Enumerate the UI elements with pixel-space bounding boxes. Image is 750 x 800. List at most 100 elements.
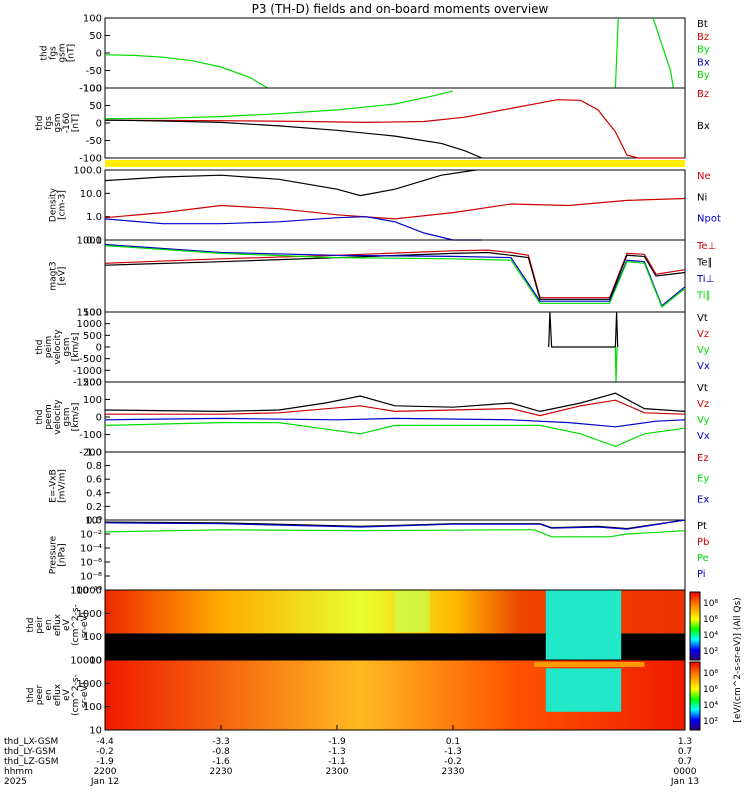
y-tick-label: -100 — [79, 154, 102, 165]
panel-frame — [104, 451, 686, 521]
y-label-line: [km/s] — [71, 403, 81, 432]
x-row-label: thd_LY-GSM — [4, 747, 56, 757]
y-label-line: [mV/m] — [58, 469, 68, 503]
panel-fgs-gsm-2: 100 50 0 -50 -100 thd fgs gsm -160 [nT] Bz Bx — [35, 84, 710, 165]
x-tick-LY: -1.3 — [444, 747, 462, 757]
y-axis-label: magt3 [eV] — [49, 261, 68, 290]
x-row-label: thd_LX-GSM — [4, 737, 58, 747]
panel-frame — [104, 17, 686, 89]
y-tick-label: 1500 — [77, 308, 102, 319]
series-Vt — [104, 392, 686, 413]
legend-Vy: Vy — [697, 415, 710, 426]
y-tick-label: 10000 — [70, 586, 102, 597]
y-label-line: sr-eV) — [80, 612, 90, 638]
x-row-label: 2025 — [4, 777, 27, 787]
spectrogram-cavity — [545, 668, 622, 712]
y-tick-label: 1000 — [77, 236, 102, 247]
y-label-line: gsm — [62, 407, 72, 426]
legend-Vt: Vt — [697, 313, 708, 324]
x-tick-date: Jan 13 — [670, 777, 699, 787]
x-tick-hhmm: 2200 — [94, 767, 117, 777]
panel-peir-eflux: 10000 1000 100 10 thd peir en eflux eV (cm^2-s-sr… — [26, 586, 686, 667]
y-label-line: thd — [35, 410, 45, 425]
colorbar: 10⁸ 10⁶ 10⁴ 10² 10⁸ 10⁶ 10⁴ 10² [eV/(cm^2-s-sr-e… — [689, 591, 743, 731]
x-tick-hhmm: 2230 — [210, 767, 233, 777]
x-tick-LX: -4.4 — [96, 737, 114, 747]
y-label-line: thd — [26, 688, 36, 703]
x-row-label: thd_LZ-GSM — [4, 757, 59, 767]
series-Ti∥ — [104, 245, 686, 308]
y-tick-label: -1000 — [73, 366, 102, 377]
legend-Bz: Bz — [697, 32, 709, 43]
colorbar-tick: 10² — [703, 647, 718, 657]
y-axis-label: thd peir en eflux eV (cm^2-s-sr-eV) — [26, 604, 90, 646]
legend-Te∥: Te∥ — [696, 258, 713, 269]
legend: Vt Vz Vy Vx — [697, 383, 710, 442]
y-label-line: gsm — [62, 337, 72, 356]
y-label-line: [cm-3] — [58, 190, 68, 220]
x-tick-hhmm: 2300 — [326, 767, 349, 777]
colorbar-tick: 10⁸ — [703, 669, 718, 679]
y-tick-label: -50 — [86, 136, 102, 147]
y-label-line: gsm — [53, 113, 63, 132]
spectrogram-peir-eflux — [105, 590, 685, 660]
y-tick-label: 10⁻⁴ — [80, 544, 102, 555]
legend-Ne: Ne — [697, 171, 711, 182]
y-label-line: Density — [49, 187, 59, 222]
y-label-line: thd — [35, 116, 45, 131]
y-axis-label: thd peim velocity gsm [km/s] — [35, 329, 81, 365]
legend-Vx: Vx — [697, 361, 710, 372]
legend-Te⊥: Te⊥ — [696, 241, 716, 252]
legend-Ez: Ez — [697, 453, 709, 464]
y-tick-label: 500 — [83, 331, 102, 342]
y-axis-label: thd peer en eflux eV (cm^2-s-sr-eV) — [26, 674, 90, 716]
y-tick-label: -100 — [79, 430, 102, 441]
y-label-line: [nT] — [67, 44, 77, 62]
y-label-line: fgs — [44, 116, 54, 130]
x-tick-LY: 0.7 — [678, 747, 692, 757]
spectrogram-cavity — [545, 590, 622, 660]
panel-frame — [104, 87, 686, 159]
y-tick-label: -200 — [79, 448, 102, 459]
y-tick-label: 10⁻⁶ — [80, 558, 102, 569]
spectrogram-feature — [395, 590, 430, 632]
x-tick-LY: -0.8 — [212, 747, 230, 757]
y-tick-label: 0.8 — [86, 461, 102, 472]
legend-Npot: Npot — [697, 214, 721, 225]
legend-Ni: Ni — [697, 192, 707, 203]
series-Vy — [614, 346, 618, 383]
legend-By: By — [697, 45, 710, 56]
y-axis-label: thd peem velocity gsm [km/s] — [35, 399, 81, 435]
series-Ti⊥ — [104, 243, 686, 307]
y-tick-label: -1500 — [73, 378, 102, 389]
spectrogram-peer-eflux — [105, 660, 685, 730]
colorbar-tick: 10⁸ — [703, 599, 718, 609]
legend-Ti⊥: Ti⊥ — [696, 274, 714, 285]
status-bar — [105, 160, 685, 167]
legend: Pt Pb Pe Pi — [697, 521, 709, 580]
series-By — [104, 90, 454, 120]
series-Te⊥ — [104, 249, 686, 299]
y-label-line: peem — [44, 404, 54, 430]
y-tick-label: 0 — [96, 413, 102, 424]
y-tick-label: 100 — [83, 14, 102, 25]
y-label-line: peim — [44, 336, 54, 359]
y-tick-label: -100 — [79, 84, 102, 95]
legend-Ey: Ey — [697, 474, 709, 485]
colorbar-tick: 10⁴ — [703, 631, 718, 641]
legend-By: By — [697, 70, 710, 81]
y-tick-label: -500 — [79, 354, 102, 365]
legend-Vt: Vt — [697, 383, 708, 394]
colorbar-tick: 10⁶ — [703, 615, 718, 625]
x-tick-LZ: -1.6 — [212, 757, 230, 767]
y-tick-label: 1000 — [77, 319, 102, 330]
y-label-line: peer — [35, 684, 45, 705]
x-tick-LZ: -1.1 — [328, 757, 346, 767]
panel-temperature: 1000 100 magt3 [eV] Te⊥ Te∥ Ti⊥ Ti∥ — [49, 236, 717, 319]
legend-Pe: Pe — [697, 553, 709, 564]
y-label-line: velocity — [53, 329, 63, 365]
y-tick-label: 10 — [89, 726, 102, 737]
